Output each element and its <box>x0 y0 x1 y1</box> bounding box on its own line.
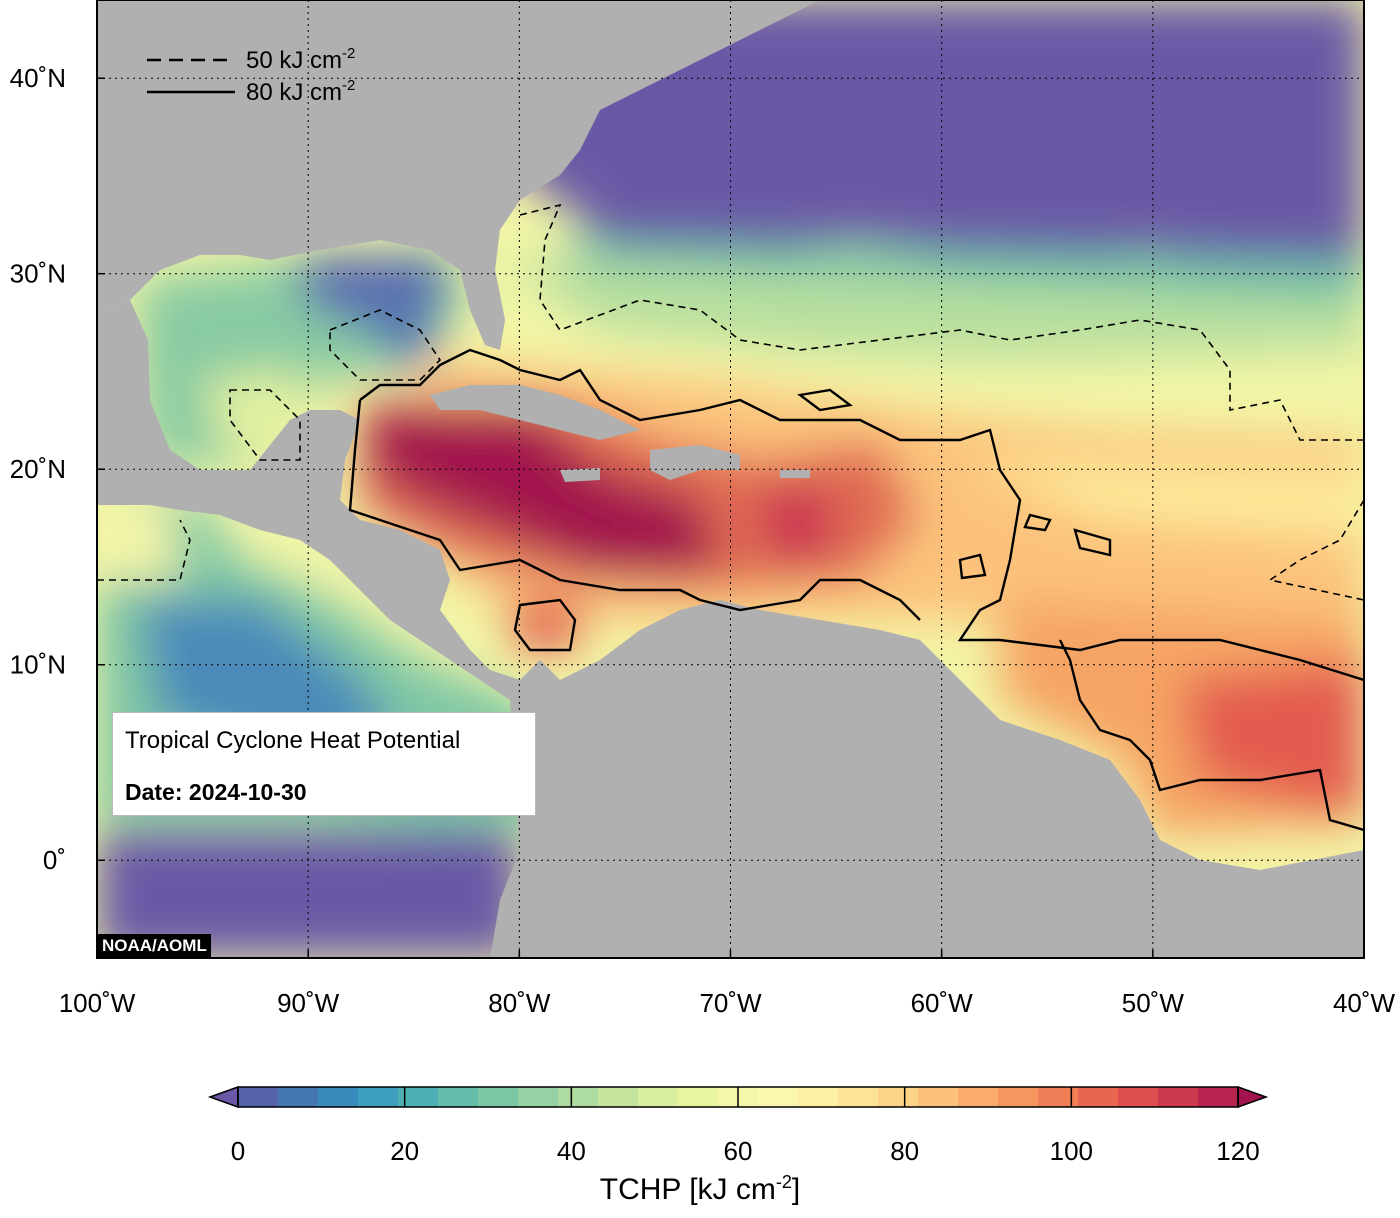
lat-tick-label: 0˚ <box>43 845 66 875</box>
contours <box>97 203 1364 832</box>
colorbar-segment <box>998 1087 1039 1107</box>
info-title: Tropical Cyclone Heat Potential <box>125 727 461 754</box>
colorbar-segment <box>638 1087 679 1107</box>
colorbar-segment <box>478 1087 519 1107</box>
colorbar-tick-label: 120 <box>1216 1136 1259 1166</box>
info-date: Date: 2024-10-30 <box>125 779 307 805</box>
lon-tick-labels: 100˚W 90˚W 80˚W 70˚W 60˚W 50˚W 40˚W <box>59 950 1396 1018</box>
legend-solid-label: 80 kJ cm-2 <box>246 77 355 106</box>
colorbar-segment <box>318 1087 359 1107</box>
lon-tick-label: 90˚W <box>277 988 340 1018</box>
colorbar-tick-label: 0 <box>231 1136 245 1166</box>
colorbar-title: TCHP [kJ cm-2] <box>599 1172 801 1206</box>
colorbar-tick-labels: 0 20 40 60 80 100 120 <box>231 1087 1260 1166</box>
map-panel <box>97 0 1364 958</box>
colorbar-over-arrow <box>1237 1085 1269 1109</box>
contour-50 <box>97 203 1364 601</box>
colorbar-tick-label: 80 <box>890 1136 919 1166</box>
lat-tick-label: 10˚N <box>10 650 66 680</box>
lon-tick-label: 80˚W <box>488 988 551 1018</box>
colorbar-segment <box>558 1087 599 1107</box>
land <box>97 0 1364 958</box>
colorbar-segment <box>398 1087 439 1107</box>
contour-80 <box>348 348 1364 832</box>
lon-tick-label: 50˚W <box>1122 988 1185 1018</box>
colorbar-segment <box>598 1087 639 1107</box>
colorbar-segment <box>918 1087 959 1107</box>
legend-dashed-label: 50 kJ cm-2 <box>246 45 355 74</box>
colorbar-segment <box>758 1087 799 1107</box>
lat-tick-label: 20˚N <box>10 454 66 484</box>
colorbar-segment <box>358 1087 399 1107</box>
colorbar <box>207 1085 1269 1109</box>
lat-tick-label: 40˚N <box>10 63 66 93</box>
colorbar-segment <box>518 1087 559 1107</box>
colorbar-segment <box>958 1087 999 1107</box>
colorbar-segment <box>438 1087 479 1107</box>
colorbar-segment <box>1158 1087 1199 1107</box>
colorbar-tick-label: 40 <box>557 1136 586 1166</box>
info-box: Tropical Cyclone Heat Potential Date: 20… <box>112 712 536 816</box>
colorbar-segment <box>1038 1087 1079 1107</box>
colorbar-segment <box>1078 1087 1119 1107</box>
colorbar-tick-label: 100 <box>1050 1136 1093 1166</box>
lat-tick-labels: 40˚N 30˚N 20˚N 10˚N 0˚ <box>10 63 105 875</box>
credit-label: NOAA/AOML <box>98 934 211 958</box>
colorbar-segment <box>678 1087 719 1107</box>
colorbar-segment <box>238 1087 279 1107</box>
colorbar-segment <box>838 1087 879 1107</box>
lon-tick-label: 100˚W <box>59 988 136 1018</box>
colorbar-tick-label: 60 <box>724 1136 753 1166</box>
colorbar-segment <box>878 1087 919 1107</box>
lon-tick-label: 40˚W <box>1333 988 1396 1018</box>
colorbar-segment <box>278 1087 319 1107</box>
colorbar-segment <box>1198 1087 1239 1107</box>
lon-tick-label: 60˚W <box>911 988 974 1018</box>
colorbar-segment <box>1118 1087 1159 1107</box>
colorbar-segment <box>798 1087 839 1107</box>
colorbar-under-arrow <box>207 1085 239 1109</box>
contour-legend: 50 kJ cm-2 80 kJ cm-2 <box>147 45 355 106</box>
colorbar-tick-label: 20 <box>390 1136 419 1166</box>
lat-tick-label: 30˚N <box>10 259 66 289</box>
tchp-field <box>97 0 1364 958</box>
lon-tick-label: 70˚W <box>699 988 762 1018</box>
